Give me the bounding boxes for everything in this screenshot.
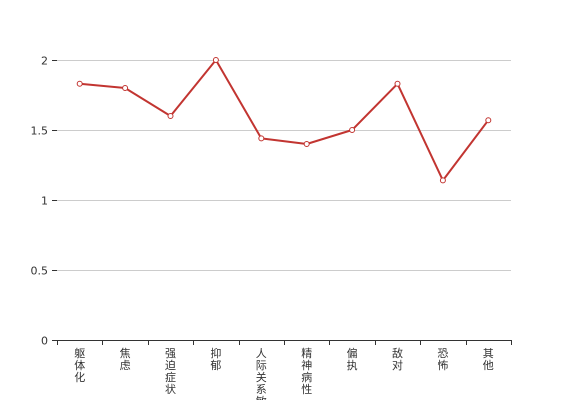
x-tick-label: 敌对 xyxy=(392,346,403,372)
data-point[interactable] xyxy=(258,135,265,142)
data-point[interactable] xyxy=(485,117,492,124)
x-tick-label: 偏执 xyxy=(347,346,358,372)
data-point[interactable] xyxy=(122,85,129,91)
data-points xyxy=(76,57,492,184)
x-tick-label: 人际关系敏感 xyxy=(256,347,267,400)
x-tick-label: 躯体化 xyxy=(74,347,85,384)
data-point[interactable] xyxy=(212,57,219,63)
data-point[interactable] xyxy=(303,141,310,147)
x-tick-label: 焦虑 xyxy=(120,347,131,372)
y-tick-label: 0.5 xyxy=(31,265,49,278)
x-tick-label: 精神病性 xyxy=(301,347,312,396)
x-axis-ticks: 躯体化 焦虑 强迫症状 抑郁 人际关系敏感 精神病性 偏执 敌对 恐怖 其他 xyxy=(57,340,512,400)
y-axis-ticks: 0 0.5 1 1.5 2 xyxy=(31,55,57,348)
data-point[interactable] xyxy=(349,127,356,133)
series-line xyxy=(79,59,490,182)
x-tick-label: 抑郁 xyxy=(210,346,221,372)
x-tick-label: 恐怖 xyxy=(437,347,448,372)
y-tick-label: 2 xyxy=(41,55,48,68)
data-point[interactable] xyxy=(394,80,401,87)
data-point[interactable] xyxy=(76,80,83,87)
y-tick-label: 1 xyxy=(41,195,48,208)
data-point[interactable] xyxy=(439,177,446,184)
data-point[interactable] xyxy=(167,113,174,119)
y-tick-label: 0 xyxy=(41,335,48,348)
grid-lines xyxy=(57,60,511,271)
x-tick-label: 强迫症状 xyxy=(165,347,176,396)
series xyxy=(79,59,490,182)
y-tick-label: 1.5 xyxy=(31,125,49,138)
x-tick-label: 其他 xyxy=(483,347,494,372)
